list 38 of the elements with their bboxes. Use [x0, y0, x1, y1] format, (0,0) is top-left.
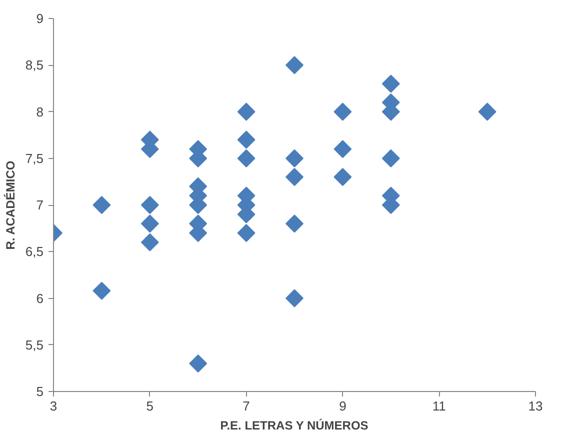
point: [286, 56, 304, 74]
point: [286, 168, 304, 186]
x-axis-title: P.E. LETRAS Y NÚMEROS: [220, 418, 368, 432]
point: [237, 130, 256, 149]
y-tick-label: 5,5: [25, 337, 44, 352]
x-tick-label: 13: [528, 398, 543, 414]
y-axis-title: R. ACADÉMICO: [3, 160, 18, 250]
y-tick-label: 7,5: [25, 150, 44, 166]
point: [334, 140, 352, 158]
point: [92, 282, 111, 300]
point: [334, 168, 352, 186]
point: [286, 289, 304, 308]
point: [382, 74, 400, 93]
point: [286, 214, 304, 233]
x-tick-label: 9: [339, 398, 346, 414]
x-tick-label: 7: [242, 398, 250, 414]
point: [140, 196, 159, 214]
point: [478, 102, 496, 121]
y-tick-label: 6: [36, 290, 44, 306]
x-tick-label: 3: [50, 398, 58, 414]
point: [237, 102, 256, 121]
y-tick-label: 7: [36, 198, 44, 212]
y-tick-label: 5: [36, 384, 44, 399]
point: [140, 214, 159, 233]
point: [189, 354, 208, 373]
point: [286, 149, 304, 168]
x-tick-label: 11: [432, 398, 446, 414]
point: [237, 149, 256, 168]
y-tick-label: 8: [36, 104, 44, 120]
y-tick-label: 9: [36, 11, 44, 26]
point: [382, 149, 400, 168]
point: [334, 102, 352, 121]
point: [237, 224, 256, 242]
y-tick-label: 8,5: [25, 58, 44, 73]
y-tick-label: 6,5: [25, 244, 44, 260]
point: [92, 196, 111, 214]
point: [140, 233, 159, 252]
x-tick-label: 5: [146, 398, 154, 414]
